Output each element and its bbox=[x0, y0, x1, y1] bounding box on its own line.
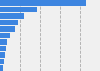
Bar bbox=[0, 0, 86, 6]
Bar bbox=[0, 33, 10, 38]
Bar bbox=[0, 52, 5, 58]
Bar bbox=[0, 39, 7, 45]
Bar bbox=[0, 13, 24, 19]
Bar bbox=[0, 7, 37, 12]
Bar bbox=[0, 26, 15, 32]
Bar bbox=[0, 65, 3, 71]
Bar bbox=[0, 59, 4, 64]
Bar bbox=[0, 20, 18, 25]
Bar bbox=[0, 46, 6, 51]
